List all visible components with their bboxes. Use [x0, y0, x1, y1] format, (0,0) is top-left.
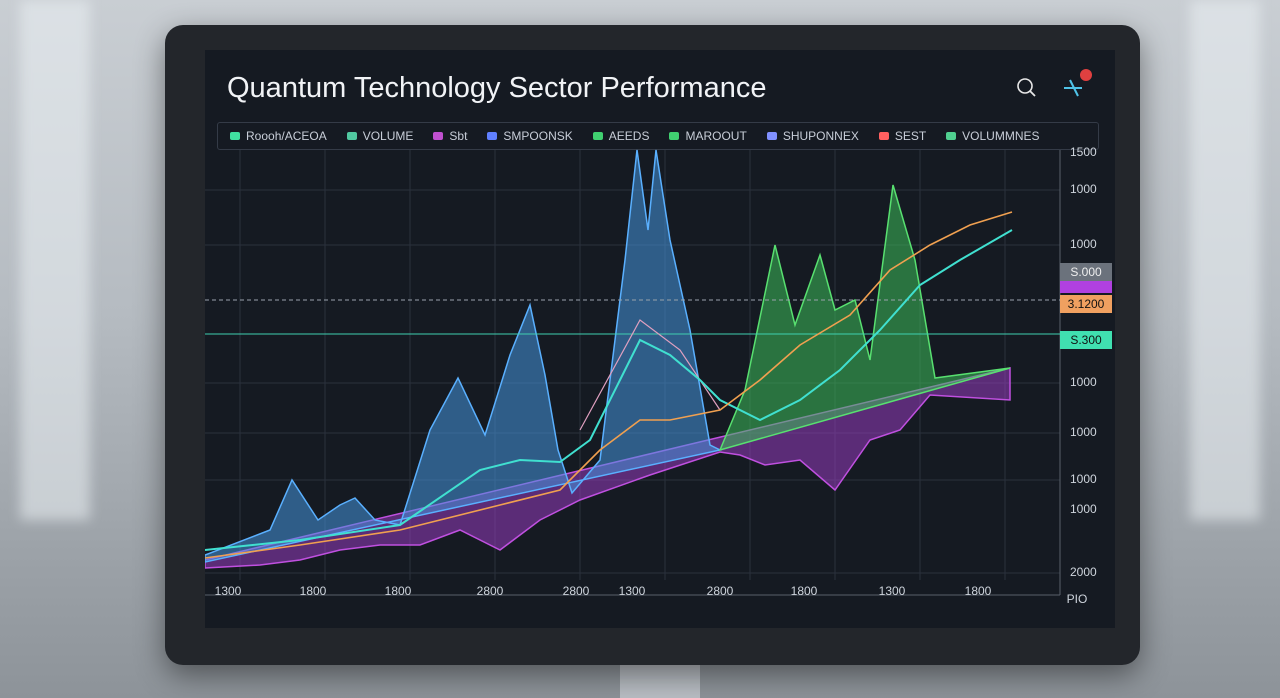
legend-swatch — [669, 132, 680, 140]
legend-item[interactable]: SHUPONNEX — [766, 129, 859, 143]
title: Quantum Technology Sector Performance — [227, 72, 767, 104]
legend-swatch — [230, 132, 240, 140]
legend-label: SEST — [894, 129, 927, 143]
pink-line — [579, 319, 721, 431]
legend-swatch — [946, 132, 957, 140]
y-tick-label: 1000 — [1070, 375, 1097, 389]
x-labels: 1300 1800 1800 2800 2800 1300 2800 1800 1300 1800… — [215, 584, 1088, 606]
x-tick-label: 1300 — [879, 584, 906, 598]
x-tick-label: 1300 — [619, 584, 646, 598]
y-tick-label: 1000 — [1070, 182, 1097, 196]
y-tick-label: 1000 — [1070, 237, 1097, 251]
price-tag: S.300 — [1060, 331, 1112, 349]
legend-swatch — [878, 132, 889, 140]
screen: Quantum Technology Sector Performance Ro… — [205, 50, 1115, 628]
x-tick-label: 2800 — [563, 584, 590, 598]
x-tick-label: 1800 — [385, 584, 412, 598]
legend-label: AEEDS — [608, 129, 650, 143]
price-tag: 3.1200 — [1060, 295, 1112, 313]
legend-item[interactable]: SEST — [878, 129, 927, 143]
x-tick-label: 1300 — [215, 584, 242, 598]
monitor-stand — [620, 662, 700, 698]
grid — [205, 150, 1060, 580]
legend-label: SMPOONSK — [503, 129, 573, 143]
orange-line — [205, 211, 1013, 559]
legend-item[interactable]: Roooh/ACEOA — [230, 129, 327, 143]
legend-item[interactable]: SMPOONSK — [487, 129, 573, 143]
x-tick-label: 1800 — [300, 584, 327, 598]
y-tick-label: 1000 — [1070, 425, 1097, 439]
x-tick-label: 2800 — [707, 584, 734, 598]
legend-label: SHUPONNEX — [782, 129, 859, 143]
settings-icon[interactable] — [1060, 66, 1100, 102]
legend-item[interactable]: VOLUMMNES — [946, 129, 1040, 143]
legend-item[interactable]: MAROOUT — [669, 129, 747, 143]
legend-swatch — [487, 132, 498, 140]
x-tick-label: 1800 — [965, 584, 992, 598]
price-tag-bar — [1060, 281, 1112, 293]
legend-swatch — [433, 132, 444, 140]
legend-label: MAROOUT — [685, 129, 747, 143]
blue-area — [205, 149, 723, 563]
y-tick-label: 2000 — [1070, 565, 1097, 579]
legend-swatch — [592, 132, 603, 140]
legend-swatch — [766, 132, 777, 140]
x-axis-unit: PIO — [1067, 592, 1088, 606]
legend-swatch — [346, 132, 357, 140]
legend-item[interactable]: AEEDS — [592, 129, 650, 143]
x-tick-label: 2800 — [477, 584, 504, 598]
legend-label: VOLUMMNES — [962, 129, 1040, 143]
y-tick-label: 1000 — [1070, 472, 1097, 486]
search-icon[interactable] — [1013, 76, 1043, 100]
legend-label: Roooh/ACEOA — [246, 129, 327, 143]
legend-label: VOLUME — [362, 129, 414, 143]
legend-item[interactable]: Sbt — [433, 129, 467, 143]
y-tick-label: 1000 — [1070, 502, 1097, 516]
cyan-line — [205, 229, 1013, 551]
window — [20, 0, 90, 520]
legend-label: Sbt — [449, 129, 468, 143]
price-tag: S.000 — [1060, 263, 1112, 281]
x-tick-label: 1800 — [791, 584, 818, 598]
green-area — [718, 184, 1011, 452]
legend-item[interactable]: VOLUME — [346, 129, 414, 143]
window — [1190, 0, 1260, 520]
legend: Roooh/ACEOA VOLUME Sbt SMPOONSK AEEDS MAROOUT… — [217, 122, 1099, 150]
purple-area — [205, 367, 1011, 569]
